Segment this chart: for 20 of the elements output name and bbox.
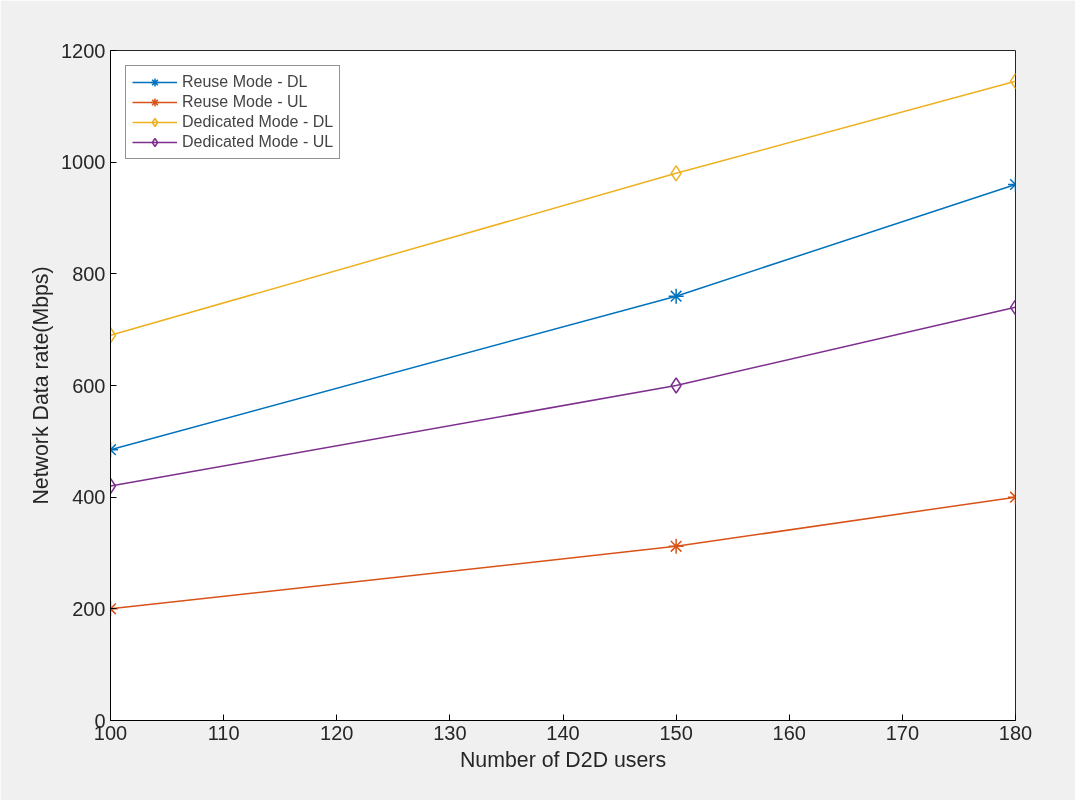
legend-label: Reuse Mode - DL (182, 73, 308, 91)
y-tick-label: 200 (72, 597, 106, 620)
x-tick-label: 170 (885, 721, 920, 744)
y-tick-label: 1200 (61, 39, 106, 62)
x-axis-title: Number of D2D users (459, 747, 667, 772)
x-tick-label: 140 (546, 721, 580, 744)
y-tick-label: 400 (72, 486, 106, 509)
x-tick-label: 180 (998, 721, 1033, 744)
x-tick-label: 120 (320, 721, 354, 744)
x-tick-label: 110 (207, 721, 240, 744)
y-tick-label: 600 (72, 374, 106, 397)
y-axis-title: Network Data rate(Mbps) (29, 266, 54, 505)
x-tick-label: 150 (659, 721, 693, 744)
y-tick-label: 800 (72, 262, 106, 285)
x-tick-label: 160 (772, 721, 806, 744)
x-tick-label: 130 (433, 721, 467, 744)
legend-label: Dedicated Mode - DL (182, 113, 334, 131)
y-tick-label: 1000 (61, 151, 106, 174)
legend-label: Dedicated Mode - UL (182, 133, 334, 151)
legend-label: Reuse Mode - UL (182, 93, 308, 111)
